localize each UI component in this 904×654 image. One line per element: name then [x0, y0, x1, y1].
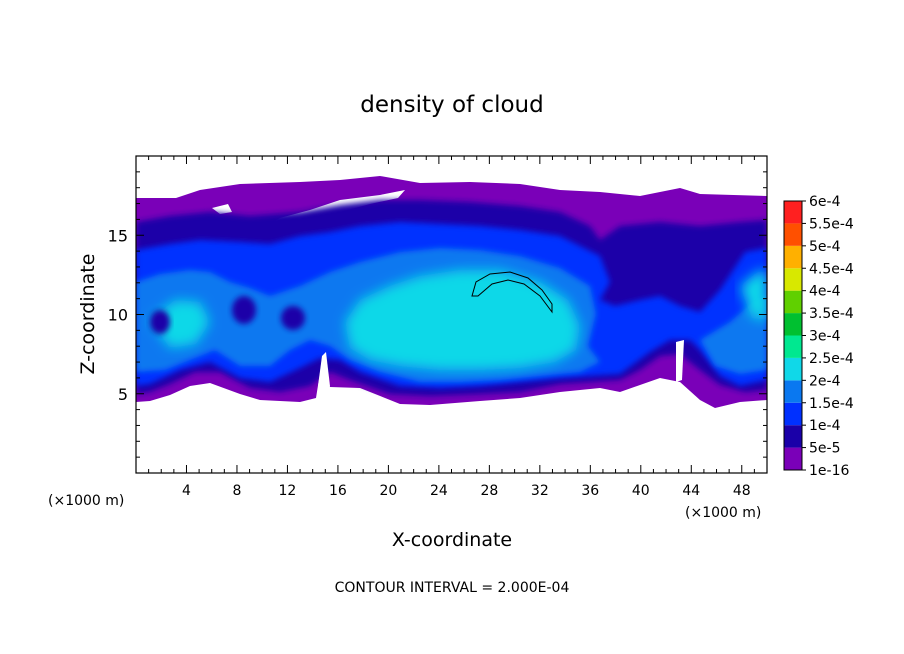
x-tick-label: 36	[581, 483, 599, 499]
colorbar-swatch	[784, 447, 802, 470]
cloud-gap	[676, 340, 684, 382]
cloud-eddy	[150, 310, 170, 334]
y-tick-label: 5	[118, 385, 128, 404]
colorbar-label: 4.5e-4	[809, 261, 854, 277]
y-axis: 5 10 15	[108, 171, 767, 458]
colorbar-label: 6e-4	[809, 194, 841, 210]
colorbar-label: 3.5e-4	[809, 306, 854, 322]
cloud-gap	[318, 352, 330, 398]
colorbar-label: 1e-4	[809, 418, 841, 434]
contour-interval-text: CONTOUR INTERVAL = 2.000E-04	[335, 580, 570, 596]
colorbar-label: 2.5e-4	[809, 351, 854, 367]
colorbar-label: 1e-16	[809, 463, 849, 479]
x-tick-label: 4	[182, 483, 191, 499]
cloud-core-cyan	[345, 270, 580, 370]
x-axis-label: X-coordinate	[392, 529, 512, 551]
cloud-gap	[212, 204, 232, 214]
x-unit-label: (×1000 m)	[685, 505, 761, 521]
cloud-core-cyan-right	[740, 270, 767, 320]
cloud-eddy	[232, 296, 256, 324]
colorbar-swatch	[784, 357, 802, 381]
colorbar-label: 4e-4	[809, 284, 841, 300]
colorbar-swatch	[784, 223, 802, 246]
x-tick-label: 12	[279, 483, 297, 499]
colorbar-swatch	[784, 313, 802, 336]
contour-line	[471, 271, 553, 314]
y-tick-label: 10	[108, 306, 128, 325]
colorbar-label: 5e-5	[809, 441, 840, 457]
colorbar-label: 5.5e-4	[809, 216, 854, 232]
x-tick-label: 28	[480, 483, 498, 499]
colorbar-swatch	[784, 402, 802, 426]
colorbar-swatch	[784, 268, 802, 291]
x-tick-label: 16	[329, 483, 347, 499]
colorbar-swatch	[784, 201, 802, 224]
x-tick-label: 20	[379, 483, 397, 499]
colorbar-label: 3e-4	[809, 329, 841, 345]
cloud-layer-lightblue-right	[700, 296, 767, 374]
colorbar-swatch	[784, 380, 802, 403]
colorbar-swatch	[784, 290, 802, 314]
cloud-eddy	[281, 306, 305, 330]
colorbar-swatch	[784, 245, 802, 269]
chart-title: density of cloud	[360, 92, 543, 118]
colorbar-label: 5e-4	[809, 239, 841, 255]
z-unit-label: (×1000 m)	[48, 493, 124, 509]
x-tick-label: 8	[232, 483, 241, 499]
x-tick-label: 44	[682, 483, 700, 499]
colorbar-label: 2e-4	[809, 373, 841, 389]
colorbar-swatch	[784, 335, 802, 358]
x-tick-label: 24	[430, 483, 448, 499]
colorbar: 1e-16 5e-5 1e-4 1.5e-4 2e-4 2.5e-4 3e-4 3.5e-4 4…	[783, 194, 854, 479]
y-tick-label: 15	[108, 226, 128, 245]
colorbar-label: 1.5e-4	[809, 396, 854, 412]
cloud-field	[136, 176, 767, 408]
x-tick-label: 48	[733, 483, 751, 499]
colorbar-swatch	[784, 425, 802, 448]
x-tick-label: 40	[632, 483, 650, 499]
y-axis-label: Z-coordinate	[77, 254, 99, 375]
x-axis: 4 8 12 16 20 24 28 32 36 40 44 48	[148, 156, 755, 499]
x-tick-label: 32	[531, 483, 549, 499]
